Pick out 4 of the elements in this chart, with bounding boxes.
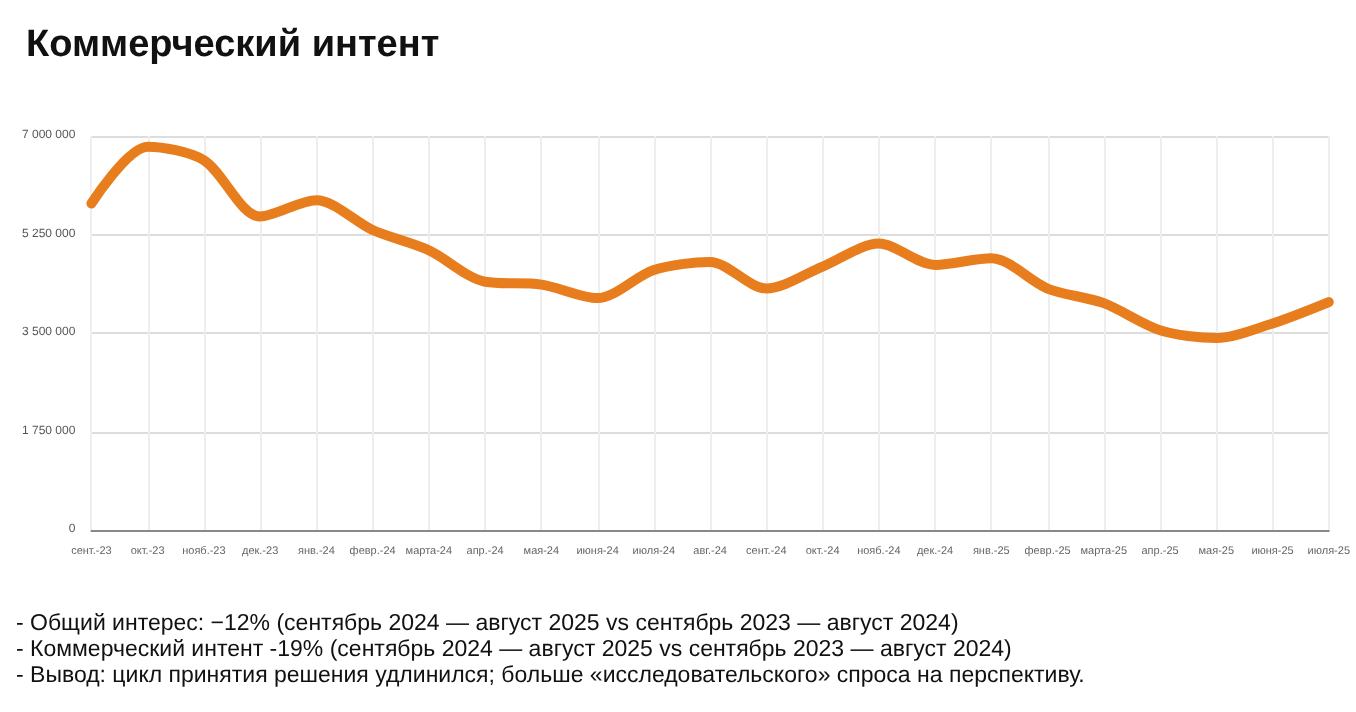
chart-title: Коммерческий интент [26, 24, 440, 66]
text: - Вывод: цикл принятия решения удлинился; больше «исследовательского» спроса на перспективу. [16, 664, 1085, 688]
text: - Коммерческий интент -19% (сентябрь 2024 — август 2025 vs сентябрь 2023 — август 2024) [16, 638, 1013, 662]
text: - Общий интерес: −12% (сентябрь 2024 — август 2025 vs сентябрь 2023 — август 2024) [16, 612, 959, 636]
